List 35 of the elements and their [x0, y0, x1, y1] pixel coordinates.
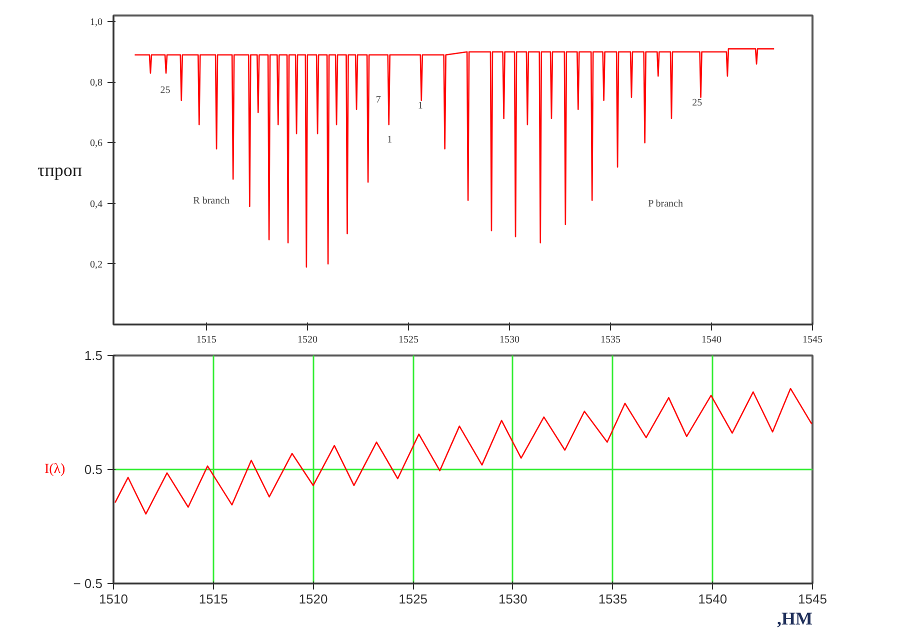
y-tick-label: 1.5	[84, 348, 103, 363]
x-tick-label: 1540	[698, 592, 728, 606]
x-tick-label: 1515	[198, 592, 228, 606]
annotation: 1	[418, 100, 423, 112]
annotation: 7	[376, 94, 381, 106]
x-tick-label: 1510	[99, 592, 128, 606]
annotation: 25	[160, 85, 170, 96]
y-tick-label: 0,4	[90, 198, 102, 210]
annotation: 25	[692, 98, 702, 109]
y-tick-label: − 0.5	[73, 576, 103, 591]
x-axis-title: ,НМ	[777, 608, 813, 628]
x-tick-label: 1520	[297, 334, 318, 346]
x-tick-label: 1530	[498, 592, 528, 606]
text: I(λ)	[44, 462, 66, 477]
y-tick-label: 0,2	[90, 259, 102, 270]
x-tick-label: 1545	[802, 334, 822, 346]
x-tick-label: 1535	[598, 592, 628, 606]
y-tick-label: 1,0	[90, 17, 102, 28]
annotation: R branch	[193, 195, 230, 206]
x-tick-label: 1515	[196, 334, 216, 346]
x-tick-label: 1540	[701, 334, 722, 346]
y-tick-label: 0.5	[84, 462, 103, 477]
x-tick-label: 1530	[499, 334, 520, 346]
y-axis-title: τпроп	[38, 160, 82, 180]
annotation: P branch	[648, 198, 683, 210]
line-series	[114, 388, 812, 515]
y-tick-label: 0,6	[90, 138, 102, 150]
x-tick-label: 1545	[798, 592, 827, 606]
y-tick-label: 0,8	[90, 78, 102, 89]
x-tick-label: 1535	[600, 334, 620, 346]
x-tick-label: 1525	[398, 334, 418, 346]
x-tick-label: 1525	[398, 592, 428, 606]
x-tick-label: 1520	[298, 592, 328, 606]
annotation: 1	[387, 134, 392, 146]
line-series	[134, 48, 775, 268]
